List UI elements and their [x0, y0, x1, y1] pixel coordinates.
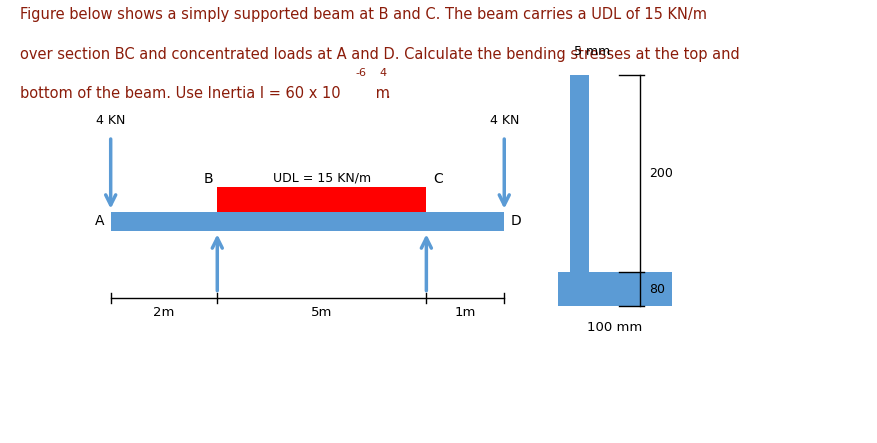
Bar [111, 212, 504, 231]
Text: UDL = 15 KN/m: UDL = 15 KN/m [273, 172, 371, 185]
Text: 4 KN: 4 KN [96, 114, 125, 128]
Text: 1m: 1m [454, 306, 476, 319]
Text: .: . [385, 86, 390, 101]
Text: A: A [95, 214, 104, 228]
Text: 100 mm: 100 mm [588, 321, 643, 334]
Bar [558, 272, 673, 306]
Bar [217, 187, 426, 212]
Text: 2m: 2m [153, 306, 175, 319]
Text: C: C [433, 171, 443, 186]
Text: over section BC and concentrated loads at A and D. Calculate the bending stresse: over section BC and concentrated loads a… [20, 47, 740, 62]
Text: bottom of the beam. Use Inertia I = 60 x 10: bottom of the beam. Use Inertia I = 60 x… [20, 86, 341, 101]
Text: D: D [510, 214, 522, 228]
Text: -6: -6 [355, 68, 366, 78]
Text: B: B [203, 171, 213, 186]
Text: Figure below shows a simply supported beam at B and C. The beam carries a UDL of: Figure below shows a simply supported be… [20, 7, 708, 22]
Bar [570, 75, 588, 272]
Text: 5m: 5m [311, 306, 332, 319]
Text: 4 KN: 4 KN [489, 114, 519, 128]
Text: m: m [371, 86, 389, 101]
Text: 200: 200 [649, 167, 674, 180]
Text: 4: 4 [380, 68, 387, 78]
Text: 5 mm: 5 mm [574, 45, 610, 58]
Text: 80: 80 [649, 283, 666, 295]
